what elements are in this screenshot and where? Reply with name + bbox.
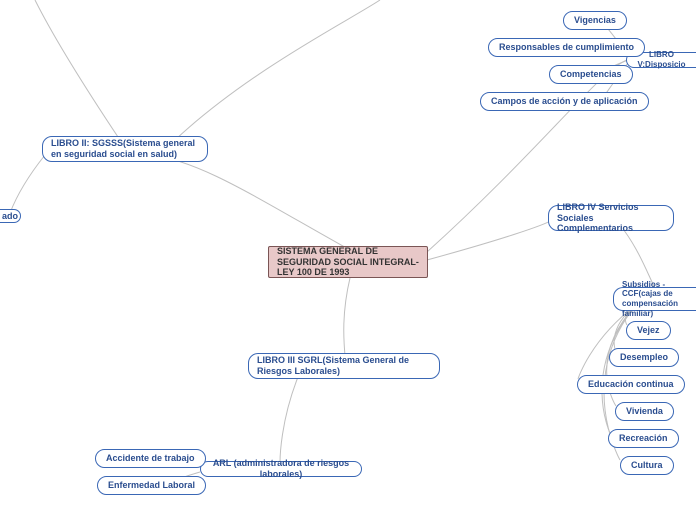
ado-label: ado (2, 211, 18, 222)
recreacion-label: Recreación (619, 433, 668, 444)
recreacion-node[interactable]: Recreación (608, 429, 679, 448)
vejez-label: Vejez (637, 325, 660, 336)
enfermedad-label: Enfermedad Laboral (108, 480, 195, 491)
libro2-label: LIBRO II: SGSSS(Sistema general en segur… (51, 138, 199, 160)
vivienda-node[interactable]: Vivienda (615, 402, 674, 421)
libro4-node[interactable]: LIBRO IV Servicios Sociales Complementar… (548, 205, 674, 231)
libro2-node[interactable]: LIBRO II: SGSSS(Sistema general en segur… (42, 136, 208, 162)
competencias-node[interactable]: Competencias (549, 65, 633, 84)
ado-node[interactable]: ado (0, 209, 21, 223)
vivienda-label: Vivienda (626, 406, 663, 417)
cultura-label: Cultura (631, 460, 663, 471)
campos-label: Campos de acción y de aplicación (491, 96, 638, 107)
vejez-node[interactable]: Vejez (626, 321, 671, 340)
root-node[interactable]: SISTEMA GENERAL DE SEGURIDAD SOCIAL INTE… (268, 246, 428, 278)
responsables-node[interactable]: Responsables de cumplimiento (488, 38, 645, 57)
libro3-node[interactable]: LIBRO III SGRL(Sistema General de Riesgo… (248, 353, 440, 379)
vigencias-node[interactable]: Vigencias (563, 11, 627, 30)
campos-node[interactable]: Campos de acción y de aplicación (480, 92, 649, 111)
educacion-label: Educación continua (588, 379, 674, 390)
cultura-node[interactable]: Cultura (620, 456, 674, 475)
accidente-node[interactable]: Accidente de trabajo (95, 449, 206, 468)
desempleo-node[interactable]: Desempleo (609, 348, 679, 367)
educacion-node[interactable]: Educación continua (577, 375, 685, 394)
vigencias-label: Vigencias (574, 15, 616, 26)
root-label: SISTEMA GENERAL DE SEGURIDAD SOCIAL INTE… (277, 246, 419, 278)
subsidios-node[interactable]: Subsidios - CCF(cajas de compensación fa… (613, 287, 696, 311)
desempleo-label: Desempleo (620, 352, 668, 363)
arl-label: ARL (administradora de riesgos laborales… (209, 458, 353, 480)
accidente-label: Accidente de trabajo (106, 453, 195, 464)
responsables-label: Responsables de cumplimiento (499, 42, 634, 53)
competencias-label: Competencias (560, 69, 622, 80)
libro4-label: LIBRO IV Servicios Sociales Complementar… (557, 202, 665, 234)
arl-node[interactable]: ARL (administradora de riesgos laborales… (200, 461, 362, 477)
libro3-label: LIBRO III SGRL(Sistema General de Riesgo… (257, 355, 431, 377)
enfermedad-node[interactable]: Enfermedad Laboral (97, 476, 206, 495)
subsidios-label: Subsidios - CCF(cajas de compensación fa… (622, 280, 688, 318)
